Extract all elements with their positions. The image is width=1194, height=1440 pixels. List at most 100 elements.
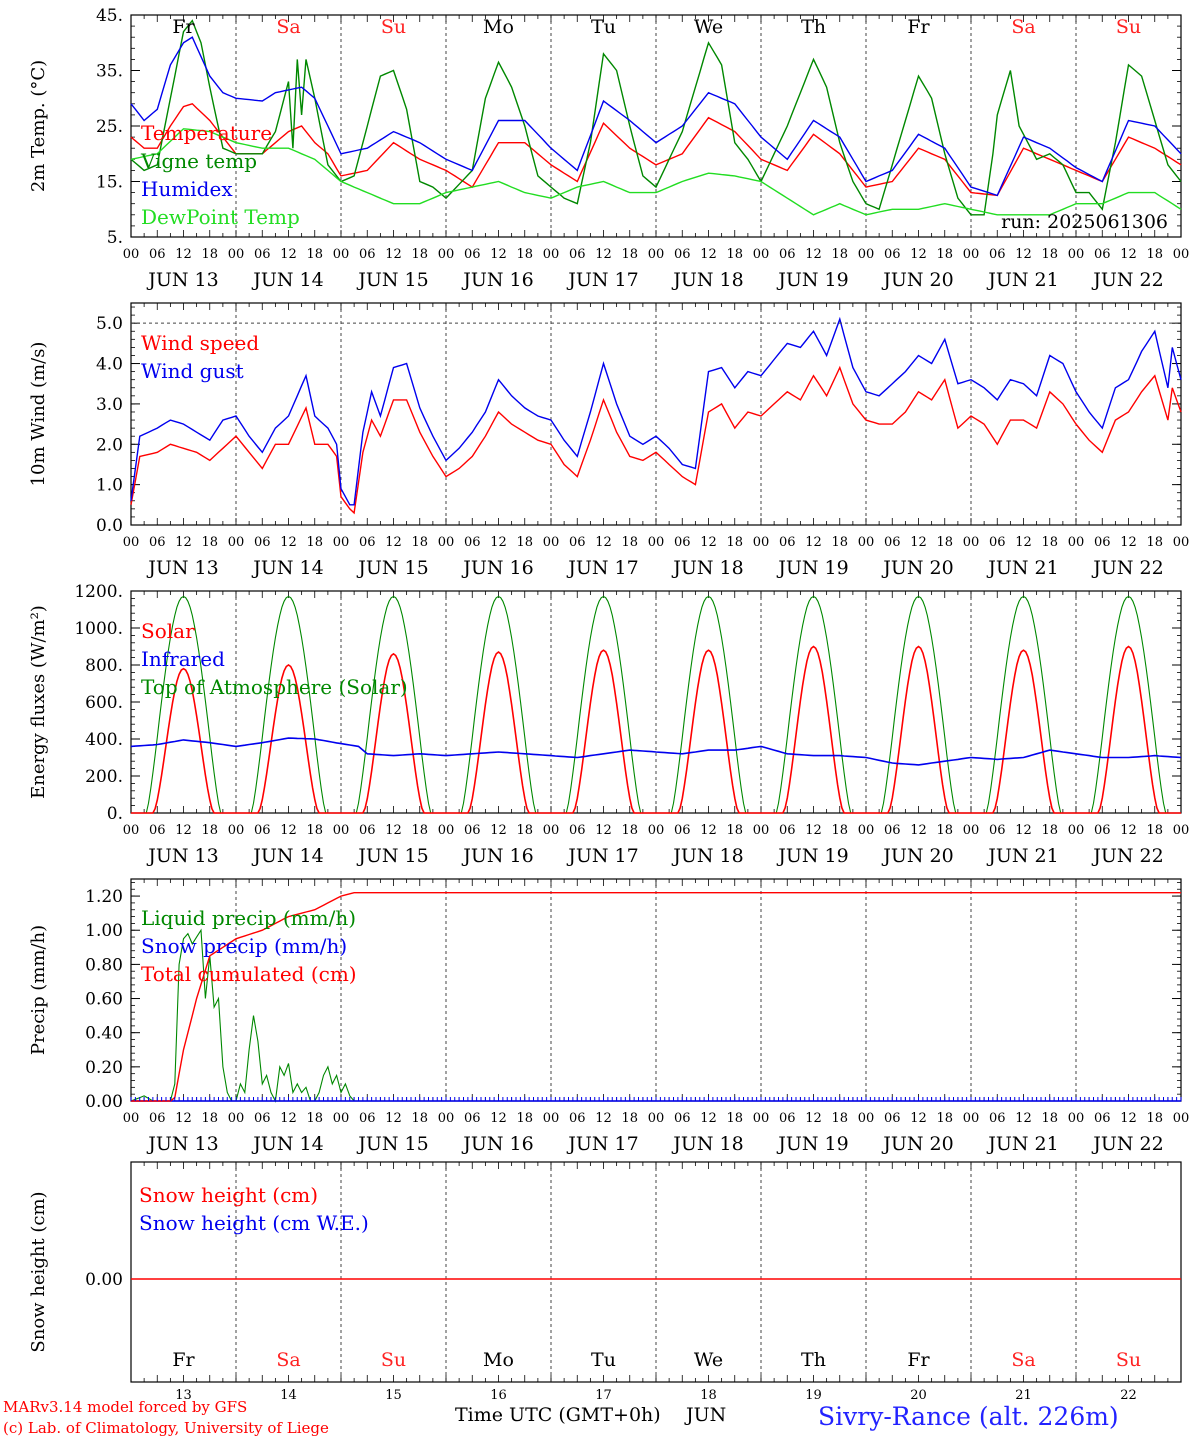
x-hour-label: 12 — [175, 1111, 192, 1126]
total-cumulated-cm-line — [131, 892, 1181, 1102]
x-hour-label: 18 — [936, 247, 953, 262]
solar-line — [131, 645, 1181, 814]
x-hour-label: 00 — [438, 823, 455, 838]
x-hour-label: 06 — [989, 247, 1006, 262]
x-hour-label: 12 — [910, 535, 927, 550]
x-hour-label: 06 — [254, 535, 271, 550]
x-hour-label: 00 — [648, 535, 665, 550]
x-hour-label: 00 — [1173, 1111, 1190, 1126]
x-hour-label: 00 — [543, 823, 560, 838]
x-hour-label: 06 — [254, 247, 271, 262]
x-hour-label: 12 — [910, 247, 927, 262]
x-hour-label: 00 — [543, 247, 560, 262]
y-tick-label: 5. — [107, 228, 123, 248]
x-hour-label: 00 — [1068, 823, 1085, 838]
x-date-label: JUN 22 — [1091, 269, 1163, 291]
x-hour-label: 06 — [149, 247, 166, 262]
x-hour-label: 06 — [884, 1111, 901, 1126]
x-date-label: JUN 15 — [356, 845, 428, 867]
x-hour-label: 18 — [831, 1111, 848, 1126]
x-hour-label: 18 — [831, 535, 848, 550]
y-tick-label: 5.0 — [96, 314, 123, 334]
x-hour-label: 00 — [543, 1111, 560, 1126]
x-hour-label: 00 — [858, 823, 875, 838]
y-axis-title: Precip (mm/h) — [28, 925, 49, 1055]
x-date-label: JUN 14 — [251, 845, 323, 867]
y-axis-title: Energy fluxes (W/m²) — [28, 605, 49, 799]
x-hour-label: 06 — [989, 823, 1006, 838]
x-hour-label: 00 — [753, 247, 770, 262]
x-date-label: JUN 16 — [461, 1133, 533, 1155]
x-hour-label: 12 — [595, 247, 612, 262]
x-date-label: JUN 14 — [251, 1133, 323, 1155]
y-tick-label: 25. — [96, 117, 123, 137]
y-tick-label: 0.0 — [96, 516, 123, 536]
x-hour-label: 12 — [385, 535, 402, 550]
x-hour-label: 18 — [1041, 247, 1058, 262]
x-date-label: JUN 17 — [566, 1133, 638, 1155]
x-hour-label: 12 — [1120, 247, 1137, 262]
x-hour-label: 12 — [385, 247, 402, 262]
x-hour-label: 00 — [1068, 1111, 1085, 1126]
legend-top-of-atmosphere-solar: Top of Atmosphere (Solar) — [141, 675, 408, 699]
legend-dewpoint-temp: DewPoint Temp — [141, 205, 300, 229]
x-hour-label: 18 — [726, 823, 743, 838]
x-hour-label: 18 — [936, 1111, 953, 1126]
x-hour-label: 06 — [359, 247, 376, 262]
weekday-label: Mo — [483, 1349, 514, 1371]
x-hour-label: 12 — [1015, 535, 1032, 550]
legend-vigne-temp: Vigne temp — [140, 149, 257, 173]
weekday-label: Fr — [172, 16, 195, 38]
x-hour-label: 00 — [753, 1111, 770, 1126]
x-hour-label: 12 — [595, 823, 612, 838]
x-date-label: JUN 21 — [986, 557, 1058, 579]
y-axis-title: 10m Wind (m/s) — [28, 342, 49, 487]
x-hour-label: 06 — [149, 1111, 166, 1126]
x-hour-label: 12 — [700, 535, 717, 550]
x-date-label: JUN 14 — [251, 557, 323, 579]
x-hour-label: 18 — [516, 1111, 533, 1126]
day-number-label: 16 — [490, 1388, 507, 1403]
dewpoint-temp-line — [130, 128, 1182, 216]
weekday-label: Fr — [172, 1349, 195, 1371]
x-hour-label: 00 — [753, 823, 770, 838]
x-date-label: JUN 18 — [671, 557, 743, 579]
x-date-label: JUN 13 — [146, 557, 218, 579]
y-tick-label: 0.40 — [85, 1024, 123, 1044]
x-hour-label: 18 — [306, 535, 323, 550]
x-hour-label: 18 — [621, 823, 638, 838]
day-number-label: 21 — [1015, 1388, 1032, 1403]
x-hour-label: 00 — [963, 823, 980, 838]
x-hour-label: 00 — [648, 247, 665, 262]
x-date-label: JUN 21 — [986, 269, 1058, 291]
x-hour-label: 00 — [438, 535, 455, 550]
x-hour-label: 00 — [963, 1111, 980, 1126]
x-hour-label: 12 — [280, 535, 297, 550]
y-tick-label: 2.0 — [96, 435, 123, 455]
x-hour-label: 18 — [516, 823, 533, 838]
x-hour-label: 18 — [1146, 1111, 1163, 1126]
x-date-label: JUN 19 — [776, 1133, 848, 1155]
x-hour-label: 06 — [1094, 247, 1111, 262]
x-date-label: JUN 15 — [356, 269, 428, 291]
x-hour-label: 18 — [1041, 1111, 1058, 1126]
y-tick-label: 1200. — [74, 582, 123, 602]
y-tick-label: 1000. — [74, 619, 123, 639]
x-hour-label: 12 — [1015, 823, 1032, 838]
x-hour-label: 12 — [175, 247, 192, 262]
x-hour-label: 06 — [464, 823, 481, 838]
y-axis-title: Snow height (cm) — [28, 1191, 49, 1352]
x-date-label: JUN 20 — [881, 557, 953, 579]
x-date-label: JUN 16 — [461, 845, 533, 867]
x-hour-label: 18 — [201, 823, 218, 838]
x-hour-label: 18 — [1041, 535, 1058, 550]
x-date-label: JUN 20 — [881, 845, 953, 867]
x-hour-label: 18 — [411, 823, 428, 838]
day-number-label: 18 — [700, 1388, 717, 1403]
x-hour-label: 12 — [490, 247, 507, 262]
x-hour-label: 00 — [228, 823, 245, 838]
x-hour-label: 06 — [884, 535, 901, 550]
x-hour-label: 18 — [726, 535, 743, 550]
x-hour-label: 18 — [306, 247, 323, 262]
weekday-label: Fr — [907, 1349, 930, 1371]
